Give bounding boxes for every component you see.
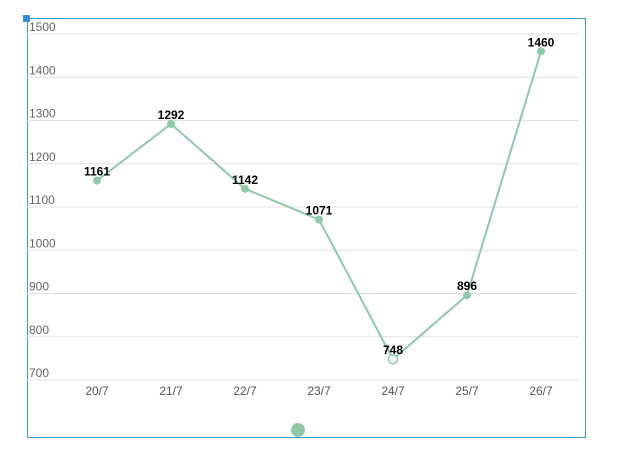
data-label-4: 748 — [383, 343, 403, 357]
selection-handle[interactable] — [23, 15, 30, 22]
x-tick-label-3: 23/7 — [307, 384, 331, 398]
data-points — [93, 47, 545, 365]
chart-frame — [27, 18, 586, 438]
data-point-6 — [537, 47, 545, 56]
data-labels: 1161 1292 1142 1071 748 896 1460 — [84, 35, 555, 357]
data-label-1: 1292 — [158, 108, 185, 122]
legend[interactable] — [291, 423, 305, 437]
y-tick-label-1300: 1300 — [29, 107, 56, 121]
data-point-2 — [241, 184, 249, 193]
x-axis-ticks: 20/7 21/7 22/7 23/7 24/7 25/7 26/7 — [85, 384, 553, 398]
data-label-0: 1161 — [84, 165, 110, 179]
y-tick-label-700: 700 — [29, 366, 49, 380]
data-label-3: 1071 — [306, 204, 333, 218]
data-point-5 — [463, 291, 471, 300]
data-label-2: 1142 — [232, 173, 258, 187]
y-tick-label-1200: 1200 — [29, 150, 56, 164]
x-tick-label-4: 24/7 — [381, 384, 405, 398]
y-tick-label-1400: 1400 — [29, 63, 56, 77]
y-tick-label-1100: 1100 — [29, 193, 55, 207]
data-point-4 — [387, 353, 399, 365]
data-point-1 — [167, 119, 175, 128]
y-tick-label-900: 900 — [29, 280, 49, 294]
y-tick-label-800: 800 — [29, 323, 49, 337]
data-label-5: 896 — [457, 279, 477, 293]
y-tick-label-1500: 1500 — [29, 20, 56, 34]
data-point-3 — [315, 215, 323, 224]
data-point-0 — [93, 176, 101, 185]
x-tick-label-2: 22/7 — [233, 384, 257, 398]
x-tick-label-5: 25/7 — [455, 384, 479, 398]
x-tick-label-0: 20/7 — [85, 384, 109, 398]
x-tick-label-6: 26/7 — [529, 384, 553, 398]
y-axis-ticks: 700 800 900 1000 1100 1200 1300 1400 1500 — [29, 20, 56, 380]
y-tick-label-1000: 1000 — [29, 236, 56, 250]
x-tick-label-1: 21/7 — [159, 384, 183, 398]
data-label-6: 1460 — [528, 35, 555, 49]
legend-marker — [291, 423, 305, 437]
grid-lines — [27, 33, 578, 381]
